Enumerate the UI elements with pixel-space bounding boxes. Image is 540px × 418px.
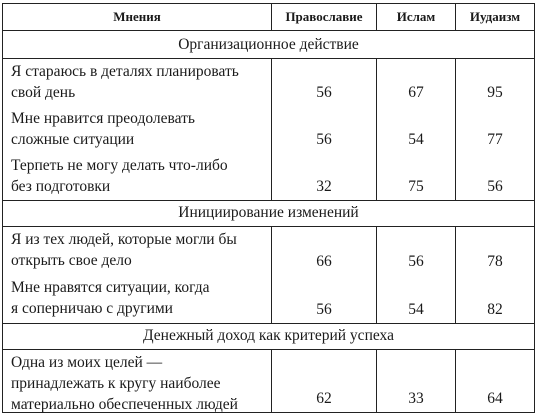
table-row: Мне нравятся ситуации, когда я сопернича… (3, 275, 534, 323)
row-label-line: Терпеть не могу делать что-либо (11, 157, 228, 174)
column-divider (271, 350, 272, 412)
row-label-line: Одна из моих целей — (11, 354, 163, 371)
orthodoxy-value: 56 (316, 131, 332, 148)
section-divider (3, 349, 534, 350)
orthodoxy-value: 56 (316, 84, 332, 101)
orthodoxy-value: 66 (316, 253, 332, 270)
orthodoxy-value: 56 (316, 301, 332, 318)
orthodoxy-value: 62 (316, 390, 332, 407)
section-title: Денежный доход как критерий успеха (143, 327, 394, 344)
islam-value: 54 (408, 301, 424, 318)
judaism-value: 78 (487, 253, 503, 270)
section-divider (3, 58, 534, 59)
column-divider (376, 59, 377, 200)
table-row: Терпеть не могу делать что-либо без подг… (3, 153, 534, 200)
row-label: Мне нравятся ситуации, когда я сопернича… (11, 277, 269, 319)
row-label-line: Я из тех людей, которые могли бы (11, 231, 237, 248)
row-label-line: я соперничаю с другими (11, 300, 173, 317)
row-label-line: без подготовки (11, 178, 111, 195)
row-label-line: Я стараюсь в деталях планировать (11, 63, 239, 80)
row-label: Терпеть не могу делать что-либо без подг… (11, 155, 269, 197)
header-opinions: Мнения (113, 9, 161, 24)
judaism-value: 77 (487, 131, 503, 148)
column-divider (455, 350, 456, 412)
column-divider (376, 227, 377, 323)
judaism-value: 56 (487, 178, 503, 195)
row-label-line: Мне нравится преодолевать (11, 110, 195, 127)
row-label: Мне нравится преодолевать сложные ситуац… (11, 108, 269, 150)
header-judaism: Иудаизм (469, 9, 521, 24)
header-divider (455, 4, 456, 30)
column-divider (271, 227, 272, 323)
islam-value: 75 (408, 178, 424, 195)
row-label: Я из тех людей, которые могли бы открыть… (11, 229, 269, 271)
row-label-line: материально обеспеченных людей (11, 396, 238, 413)
section-divider (3, 226, 534, 227)
orthodoxy-value: 32 (316, 178, 332, 195)
row-label-line: сложные ситуации (11, 131, 135, 148)
row-label: Я стараюсь в деталях планировать свой де… (11, 61, 269, 103)
header-divider (376, 4, 377, 30)
judaism-value: 64 (487, 390, 503, 407)
table-row: Я стараюсь в деталях планировать свой де… (3, 59, 534, 106)
column-divider (455, 59, 456, 200)
row-label-line: принадлежать к кругу наиболее (11, 375, 221, 392)
islam-value: 33 (408, 390, 424, 407)
header-islam: Ислам (396, 9, 436, 24)
judaism-value: 95 (487, 84, 503, 101)
row-label-line: открыть свое дело (11, 252, 132, 269)
table-row: Мне нравится преодолевать сложные ситуац… (3, 106, 534, 153)
opinions-table: Мнения Православие Ислам Иудаизм Организ… (2, 3, 535, 413)
row-label-line: Мне нравятся ситуации, когда (11, 279, 210, 296)
row-label-line: свой день (11, 84, 76, 101)
section-divider (3, 200, 534, 201)
table-header: Мнения Православие Ислам Иудаизм (3, 4, 534, 31)
section-title: Организационное действие (178, 36, 359, 53)
column-divider (376, 350, 377, 412)
judaism-value: 82 (487, 301, 503, 318)
table-row: Одна из моих целей — принадлежать к круг… (3, 350, 534, 415)
section-divider (3, 323, 534, 324)
table-row: Я из тех людей, которые могли бы открыть… (3, 227, 534, 275)
column-divider (455, 227, 456, 323)
header-orthodoxy: Православие (285, 9, 363, 24)
section-title: Инициирование изменений (178, 204, 359, 221)
header-divider (271, 4, 272, 30)
row-label: Одна из моих целей — принадлежать к круг… (11, 352, 269, 415)
islam-value: 56 (408, 253, 424, 270)
islam-value: 67 (408, 84, 424, 101)
islam-value: 54 (408, 131, 424, 148)
column-divider (271, 59, 272, 200)
